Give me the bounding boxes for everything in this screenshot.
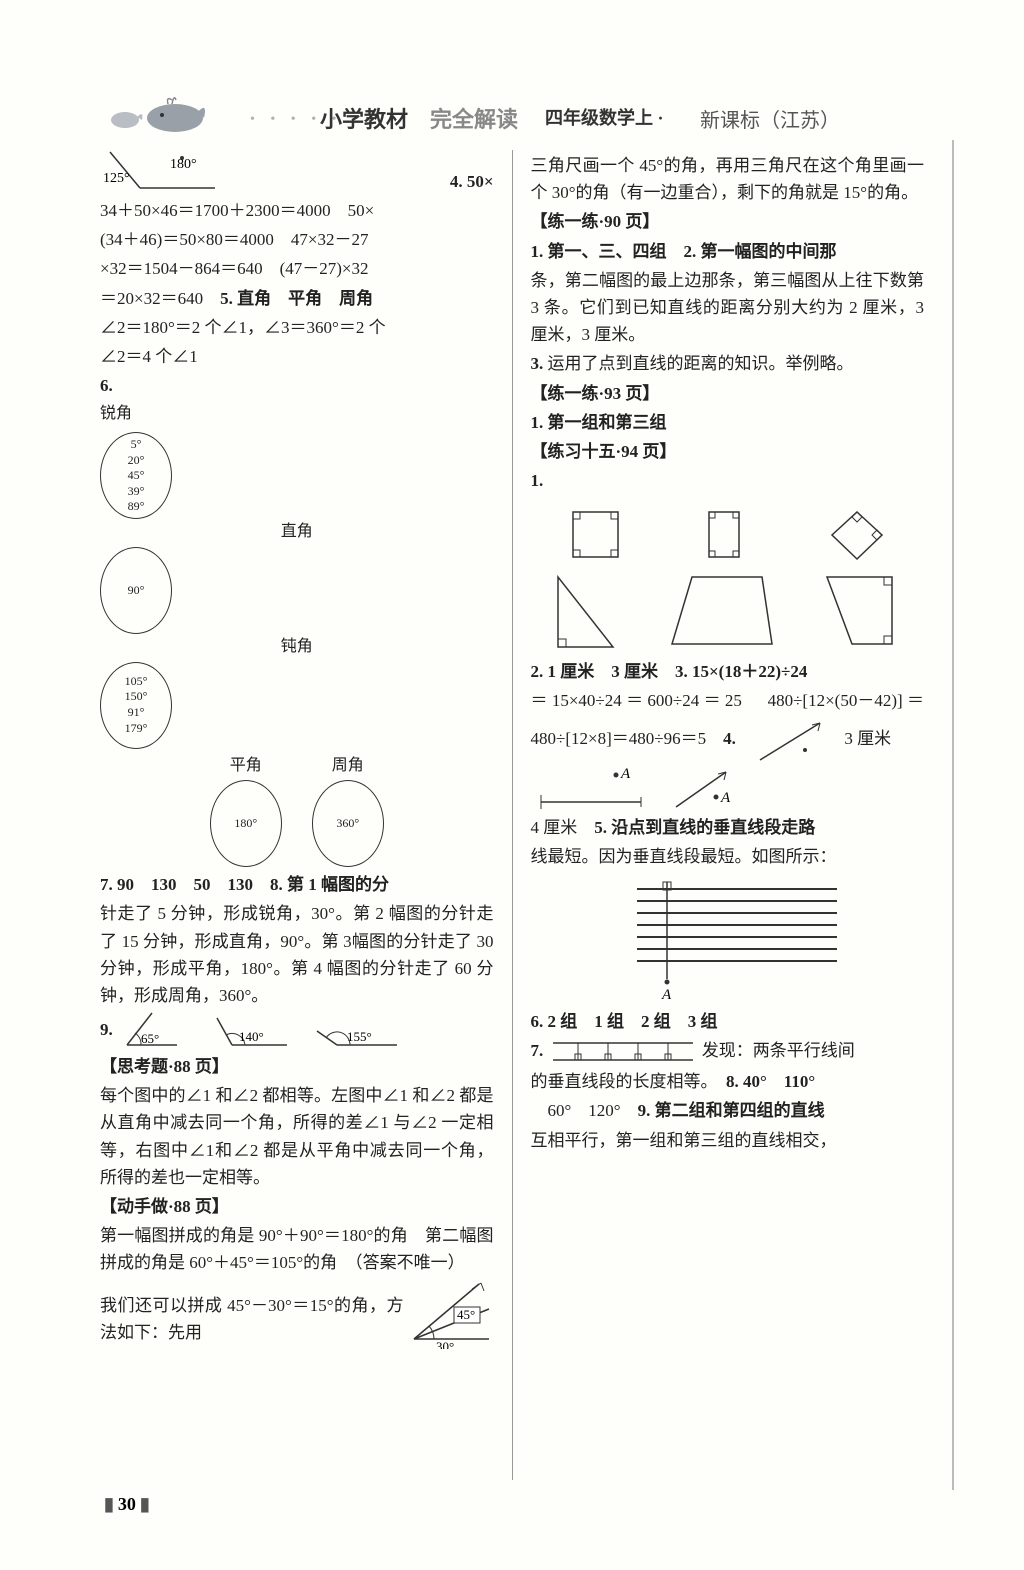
- right-margin-line: [952, 140, 954, 1490]
- left-line6: ∠2＝4 个∠1: [100, 343, 494, 370]
- header-title-main: 小学教材: [320, 102, 408, 134]
- obtuse-v2: 91°: [128, 705, 145, 721]
- q4-diagram: [740, 715, 840, 765]
- header-title-sub: 完全解读: [430, 102, 518, 134]
- p90-q1: 1. 第一、三、四组: [531, 242, 684, 261]
- p94-q3h: 3. 15×(18＋22)÷24: [675, 662, 807, 681]
- svg-text:A: A: [661, 987, 672, 1003]
- page-number: 30: [100, 1494, 154, 1515]
- full-v0: 360°: [336, 816, 359, 832]
- p90-q2h: 2. 第一幅图的中间那: [684, 242, 837, 261]
- page: • • • • • 小学教材 完全解读 四年级数学上 · 新课标（江苏） 125…: [0, 0, 1024, 1570]
- obtuse-v0: 105°: [125, 674, 148, 690]
- q7-diagram: [548, 1038, 698, 1066]
- label-4cm: 4 厘米: [531, 818, 595, 837]
- p94-q2: 2. 1 厘米 3 厘米: [531, 662, 676, 681]
- acute-v3: 39°: [128, 484, 145, 500]
- p94-q8-2: 60° 120°: [531, 1101, 638, 1120]
- shapes-row-1: [531, 502, 925, 562]
- left-line2: (34＋46)＝50×80＝4000 47×32－27: [100, 226, 494, 253]
- acute-v2: 45°: [128, 468, 145, 484]
- p94-q9: 9. 第二组和第四组的直线: [638, 1101, 825, 1120]
- p94-q6: 6. 2 组 1 组 2 组 3 组: [531, 1012, 718, 1031]
- right-column: 三角尺画一个 45°的角，再用三角尺在这个角里画一个 30°的角（有一边重合），…: [513, 150, 925, 1480]
- svg-text:155°: 155°: [347, 1029, 372, 1044]
- left-column: 125° 180° 4. 50× 34＋50×46＝1700＋2300＝4000…: [100, 150, 513, 1480]
- q9-label: 9.: [100, 1020, 113, 1039]
- oval-straight: 180°: [210, 780, 282, 867]
- hands-body2: 我们还可以拼成 45°－30°＝15°的角，方法如下：先用: [100, 1292, 404, 1346]
- obtuse-v3: 179°: [125, 721, 148, 737]
- acute-v0: 5°: [131, 437, 142, 453]
- q4-label: 4. 50×: [450, 172, 494, 191]
- label-full: 周角: [312, 753, 384, 779]
- think-head: 【思考题·88 页】: [100, 1053, 494, 1080]
- p94-q7-body: 的垂直线段的长度相等。: [531, 1072, 727, 1091]
- left-line3: ×32＝1504－864＝640 (47－27)×32: [100, 255, 494, 282]
- p94-q7-find: 发现：两条平行线间: [702, 1041, 855, 1060]
- p90-q3: 运用了点到直线的距离的知识。举例略。: [543, 354, 853, 373]
- left-line5: ∠2＝180°＝2 个∠1，∠3＝360°＝2 个: [100, 314, 494, 341]
- q8-head: 8. 第 1 幅图的分: [270, 875, 389, 894]
- q9-angles: 65° 140° 155°: [117, 1011, 417, 1051]
- content-columns: 125° 180° 4. 50× 34＋50×46＝1700＋2300＝4000…: [100, 150, 924, 1480]
- svg-text:A: A: [720, 790, 731, 806]
- obtuse-v1: 150°: [125, 689, 148, 705]
- left-line4: ＝20×32＝640: [100, 289, 220, 308]
- p93-head: 【练一练·93 页】: [531, 380, 925, 407]
- q5-label: 5. 直角 平角 周角: [220, 289, 373, 308]
- acute-v4: 89°: [128, 499, 145, 515]
- header-standard: 新课标（江苏）: [700, 104, 840, 133]
- svg-text:45°: 45°: [457, 1307, 475, 1322]
- p94-q1: 1.: [531, 471, 544, 490]
- left-line1: 34＋50×46＝1700＋2300＝4000 50×: [100, 197, 494, 224]
- r-line1: 三角尺画一个 45°的角，再用三角尺在这个角里画一个 30°的角（有一边重合），…: [531, 152, 925, 206]
- oval-right: 90°: [100, 547, 172, 634]
- whale-icon: [100, 90, 210, 140]
- label-right: 直角: [100, 519, 494, 545]
- svg-text:30°: 30°: [436, 1339, 454, 1349]
- p94-q5-body: 线最短。因为垂直线段最短。如图所示：: [531, 843, 925, 870]
- angle-45-30: 45° 30°: [404, 1279, 494, 1349]
- q6-label: 6.: [100, 376, 113, 395]
- p90-body: 条，第二幅图的最上边那条，第三幅图从上往下数第 3 条。它们到已知直线的距离分别…: [531, 267, 925, 349]
- label-180a: 180°: [170, 157, 197, 172]
- label-straight: 平角: [210, 753, 282, 779]
- straight-v0: 180°: [234, 816, 257, 832]
- p94-q7: 7.: [531, 1041, 544, 1060]
- p94-head: 【练习十五·94 页】: [531, 438, 925, 465]
- oval-obtuse: 105° 150° 91° 179°: [100, 662, 172, 749]
- q7-label: 7. 90 130 50 130: [100, 875, 270, 894]
- svg-text:A: A: [620, 767, 631, 782]
- label-acute: 锐角: [100, 401, 494, 427]
- label-obtuse: 钝角: [100, 634, 494, 660]
- label-3cm: 3 厘米: [844, 729, 891, 748]
- p90-head: 【练一练·90 页】: [531, 208, 925, 235]
- q4-diagram-2: A: [531, 767, 661, 812]
- header-grade: 四年级数学上 ·: [545, 104, 664, 130]
- hands-head: 【动手做·88 页】: [100, 1193, 494, 1220]
- p93-q1: 1. 第一组和第三组: [531, 413, 667, 432]
- acute-v1: 20°: [128, 453, 145, 469]
- p94-q4: 4.: [723, 729, 736, 748]
- p94-q8: 8. 40° 110°: [726, 1072, 815, 1091]
- hands-body1: 第一幅图拼成的角是 90°＋90°＝180°的角 第二幅图拼成的角是 60°＋4…: [100, 1222, 494, 1276]
- p94-q5h: 5. 沿点到直线的垂直线段走路: [594, 818, 815, 837]
- q8-body: 针走了 5 分钟，形成锐角，30°。第 2 幅图的分针走了 15 分钟，形成直角…: [100, 900, 494, 1009]
- q4-diagram-3: A: [671, 767, 751, 812]
- oval-acute: 5° 20° 45° 39° 89°: [100, 432, 172, 519]
- think-body: 每个图中的∠1 和∠2 都相等。左图中∠1 和∠2 都是从直角中减去同一个角，所…: [100, 1082, 494, 1191]
- svg-text:140°: 140°: [239, 1029, 264, 1044]
- right-v0: 90°: [128, 583, 145, 599]
- shapes-row-2: [531, 570, 925, 650]
- svg-text:65°: 65°: [141, 1031, 159, 1046]
- label-125: 125°: [103, 171, 130, 186]
- p94-q9-body: 互相平行，第一组和第三组的直线相交，: [531, 1127, 925, 1154]
- oval-full: 360°: [312, 780, 384, 867]
- q5-diagram: A: [607, 874, 847, 1004]
- angle-diagram-125-180: 125° 180°: [100, 150, 220, 195]
